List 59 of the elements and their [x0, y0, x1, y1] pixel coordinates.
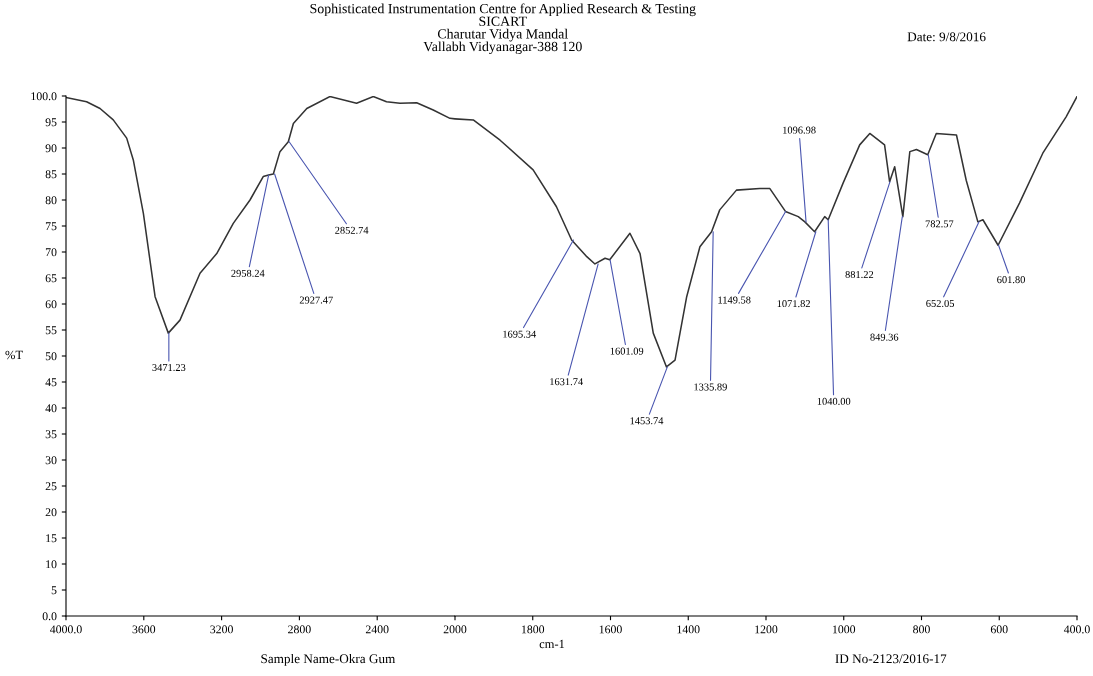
- annotation: 1149.58: [718, 296, 751, 304]
- annotation: 1071.82: [777, 300, 810, 308]
- y-tick-label: 20: [45, 508, 57, 517]
- x-tick-label: 3600: [132, 625, 156, 634]
- y-tick-label: 40: [45, 404, 57, 413]
- y-tick-label: 15: [46, 534, 57, 543]
- annotation: 1695.34: [503, 330, 537, 338]
- x-tick-label: 1600: [599, 625, 622, 634]
- x-tick-label: 1400: [677, 625, 700, 634]
- text: ID No-2123/2016-17: [835, 654, 947, 664]
- x-tick-label: 1000: [832, 625, 856, 634]
- text: Date: 9/8/2016: [907, 32, 986, 42]
- y-tick-label: 50: [45, 352, 57, 361]
- y-tick-label: 25: [45, 482, 57, 491]
- x-tick-label: 600: [990, 625, 1008, 634]
- y-tick-label: 35: [45, 430, 57, 439]
- annotation: 1601.09: [610, 347, 644, 355]
- y-tick-label: 10: [46, 560, 57, 569]
- x-tick-label: 2000: [443, 625, 467, 634]
- annotation: 881.22: [845, 270, 874, 279]
- text: Sophisticated Instrumentation Centre for Applied Research & Testing SICART Charutar Vidya Mandal Vallabh Vidyanagar-388 120: [310, 3, 696, 55]
- x-tick-label: 3200: [210, 625, 233, 634]
- x-tick-label: 4000.0: [50, 625, 82, 634]
- y-tick-label: 65: [45, 274, 57, 283]
- annotation: 652.05: [926, 299, 955, 307]
- y-tick-label: 45: [45, 378, 57, 387]
- y-tick-label: 5: [51, 586, 57, 595]
- annotation: 601.80: [997, 276, 1025, 284]
- annotation: 2852.74: [335, 226, 369, 234]
- y-tick-label: 80: [45, 196, 57, 205]
- annotation: 782.57: [925, 220, 954, 228]
- annotation: 1335.89: [694, 383, 727, 391]
- y-tick-label: 90: [45, 144, 57, 153]
- annotation: 1631.74: [550, 378, 583, 386]
- y-tick-label: 75: [45, 222, 57, 231]
- text: Sample Name-Okra Gum: [261, 653, 396, 666]
- x-tick-label: 1200: [755, 625, 778, 634]
- x-tick-label: 2800: [288, 625, 311, 634]
- y-tick-label: 60: [45, 300, 57, 309]
- y-tick-label: 95: [45, 118, 57, 127]
- x-tick-label: 2400: [365, 625, 389, 634]
- y-tick-label: 30: [45, 456, 57, 465]
- y-tick-label: 100.0: [31, 92, 57, 101]
- y-tick-label: 85: [45, 170, 57, 179]
- x-tick-label: 800: [913, 625, 930, 634]
- y-tick-label: 0.0: [42, 612, 57, 621]
- x-axis-title: cm-1: [539, 639, 565, 649]
- annotation: 2958.24: [231, 269, 265, 277]
- x-tick-label: 1800: [521, 625, 545, 634]
- annotation: 849.36: [870, 333, 899, 341]
- annotation: 1096.98: [783, 126, 816, 134]
- annotation: 2927.47: [299, 296, 333, 304]
- x-tick-label: 400.0: [1063, 625, 1090, 634]
- annotation: 1040.00: [817, 397, 851, 405]
- annotation: 3471.23: [152, 364, 186, 372]
- y-axis-title: %T: [5, 350, 23, 360]
- annotation: 1453.74: [630, 417, 664, 425]
- y-tick-label: 55: [45, 326, 57, 335]
- y-tick-label: 70: [45, 248, 57, 257]
